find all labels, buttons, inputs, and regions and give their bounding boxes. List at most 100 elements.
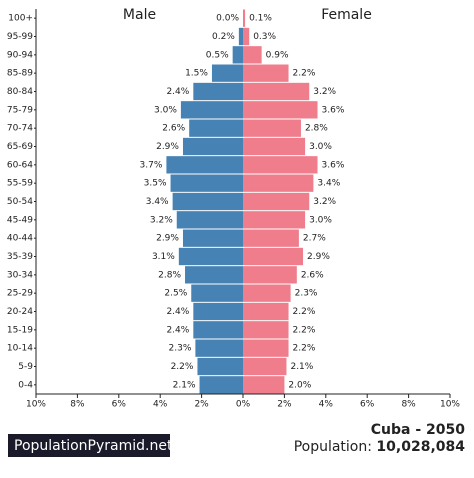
y-tick-label: 10-14 [7,344,33,354]
bar [243,339,289,357]
value-label: 2.2% [171,362,194,372]
value-label: 0.0% [216,14,239,24]
bar [243,82,310,101]
bar [166,156,243,174]
bar [193,302,243,321]
y-tick-label: 35-39 [7,252,33,262]
bar [243,101,318,119]
value-label: 2.1% [290,362,313,372]
value-label: 3.4% [146,197,169,207]
value-label: 3.5% [144,179,167,189]
y-tick-label: 90-94 [7,50,33,60]
bar [243,211,306,229]
y-tick-label: 20-24 [7,307,33,317]
y-tick-label: 95-99 [7,32,33,42]
x-tick-label: 8% [401,400,416,410]
legend-label: Male [123,7,156,23]
value-label: 2.1% [173,380,196,390]
bar [243,192,310,211]
value-label: 2.9% [156,142,179,152]
value-label: 2.2% [293,307,316,317]
bar [243,357,287,376]
y-tick-label: 25-29 [7,289,33,299]
y-tick-label: 5-9 [18,362,33,372]
population: Population: 10,028,084 [294,439,466,455]
bar [189,119,243,137]
value-label: 3.6% [322,105,345,115]
y-tick-label: 50-54 [7,197,33,207]
bar [172,192,243,211]
x-tick-label: 4% [153,400,168,410]
value-label: 2.6% [301,270,324,280]
bar [193,82,243,101]
bar [232,46,243,64]
value-label: 3.0% [309,215,332,225]
bar [211,64,243,82]
value-label: 3.0% [154,105,177,115]
bar [238,27,243,46]
bar [243,46,262,64]
y-tick-label: 45-49 [7,215,33,225]
value-label: 3.6% [322,160,345,170]
x-tick-label: 6% [360,400,375,410]
x-tick-label: 10% [26,400,46,410]
bar [176,211,243,229]
x-tick-label: 10% [440,400,460,410]
chart-title: Cuba - 2050 [371,422,465,438]
bar [243,156,318,174]
x-tick-label: 2% [277,400,292,410]
x-tick-label: 0% [236,400,251,410]
value-label: 2.4% [166,307,189,317]
bar [170,174,243,192]
value-label: 2.6% [162,124,185,134]
logo-box [8,434,170,457]
value-label: 3.0% [309,142,332,152]
bar [193,321,243,339]
value-label: 2.2% [293,69,316,79]
value-label: 2.8% [158,270,181,280]
y-tick-label: 100+ [8,14,33,24]
value-label: 2.7% [303,234,326,244]
site-logo: PopulationPyramid.net [14,438,173,454]
value-label: 0.1% [249,14,272,24]
bar [243,64,289,82]
bar [197,357,243,376]
x-tick-label: 4% [319,400,334,410]
value-label: 3.2% [313,197,336,207]
bar [243,284,291,302]
value-label: 2.4% [166,87,189,97]
y-tick-label: 60-64 [7,160,33,170]
bar [243,229,299,247]
y-tick-label: 15-19 [7,325,33,335]
bar [243,27,250,46]
value-label: 2.8% [305,124,328,134]
bar [182,137,243,156]
legend-label: Female [321,7,372,23]
bar [243,266,297,284]
value-label: 0.9% [266,50,289,60]
population-value: 10,028,084 [376,439,465,455]
y-tick-label: 70-74 [7,124,33,134]
value-label: 3.2% [150,215,173,225]
bar [191,284,243,302]
y-tick-label: 55-59 [7,179,33,189]
value-label: 2.5% [164,289,187,299]
bar [243,302,289,321]
bar [243,137,306,156]
value-label: 2.9% [156,234,179,244]
value-label: 2.2% [293,325,316,335]
bar [199,376,243,394]
y-tick-label: 40-44 [7,234,33,244]
y-tick-label: 75-79 [7,105,33,115]
x-tick-label: 6% [112,400,127,410]
value-label: 0.5% [206,50,229,60]
y-tick-label: 80-84 [7,87,33,97]
value-label: 2.9% [307,252,330,262]
bar [180,101,243,119]
y-tick-label: 0-4 [18,380,33,390]
bar [243,247,304,266]
bar [243,9,246,27]
bar [195,339,243,357]
bar [185,266,243,284]
